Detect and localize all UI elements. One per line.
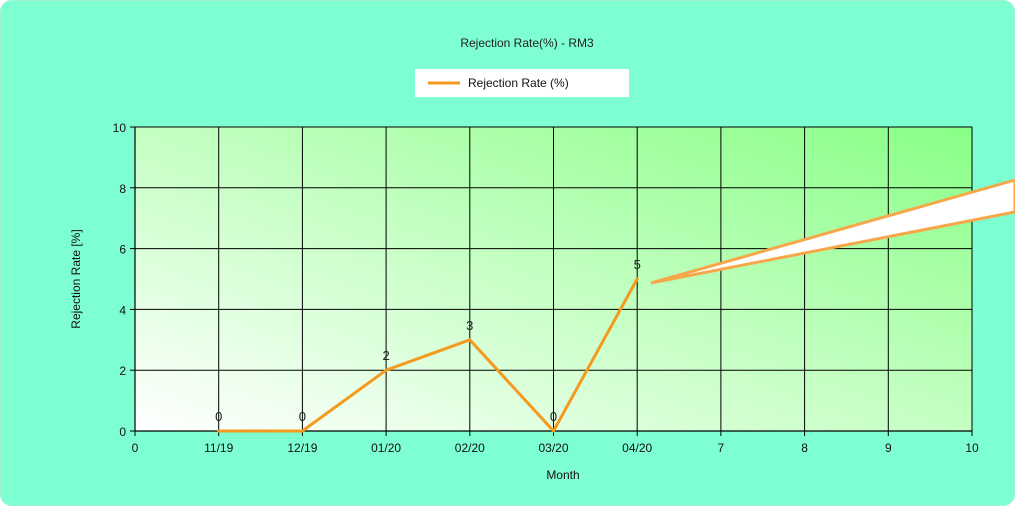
data-label: 0 — [215, 409, 222, 424]
x-tick-label: 0 — [132, 441, 139, 455]
data-label: 0 — [299, 409, 306, 424]
data-label: 3 — [466, 318, 473, 333]
y-tick-label: 2 — [119, 364, 126, 378]
y-tick-label: 10 — [113, 121, 127, 135]
y-axis-title: Rejection Rate [%] — [69, 229, 83, 328]
x-tick-label: 04/20 — [622, 441, 652, 455]
data-label: 2 — [382, 348, 389, 363]
legend-label: Rejection Rate (%) — [468, 76, 569, 90]
callout-pointer — [650, 178, 1015, 285]
x-tick-label: 11/19 — [204, 441, 233, 455]
x-tick-label: 8 — [801, 441, 808, 455]
y-tick-label: 4 — [119, 303, 126, 317]
x-tick-label: 10 — [965, 441, 979, 455]
data-label: 5 — [634, 257, 641, 272]
data-label: 0 — [550, 409, 557, 424]
callout-shape — [650, 178, 1015, 285]
data-labels: 0 0 2 3 0 5 — [215, 257, 641, 424]
y-tick-label: 8 — [119, 182, 126, 196]
x-tick-label: 01/20 — [371, 441, 401, 455]
x-tick-label: 12/19 — [287, 441, 317, 455]
x-tick-label: 9 — [885, 441, 892, 455]
x-tick-label: 02/20 — [455, 441, 485, 455]
chart-title: Rejection Rate(%) - RM3 — [460, 36, 594, 50]
series-line — [217, 277, 639, 433]
series-line-group — [217, 277, 639, 433]
y-tick-label: 0 — [119, 425, 126, 439]
y-axis-ticks: 0 2 4 6 8 10 — [113, 121, 135, 439]
x-tick-label: 7 — [718, 441, 725, 455]
x-axis-title: Month — [546, 468, 579, 482]
x-axis-ticks: 0 11/19 12/19 01/20 02/20 03/20 04/20 7 8 9 10 — [132, 431, 979, 455]
y-tick-label: 6 — [119, 243, 126, 257]
legend: Rejection Rate (%) — [415, 69, 629, 97]
x-tick-label: 03/20 — [538, 441, 568, 455]
